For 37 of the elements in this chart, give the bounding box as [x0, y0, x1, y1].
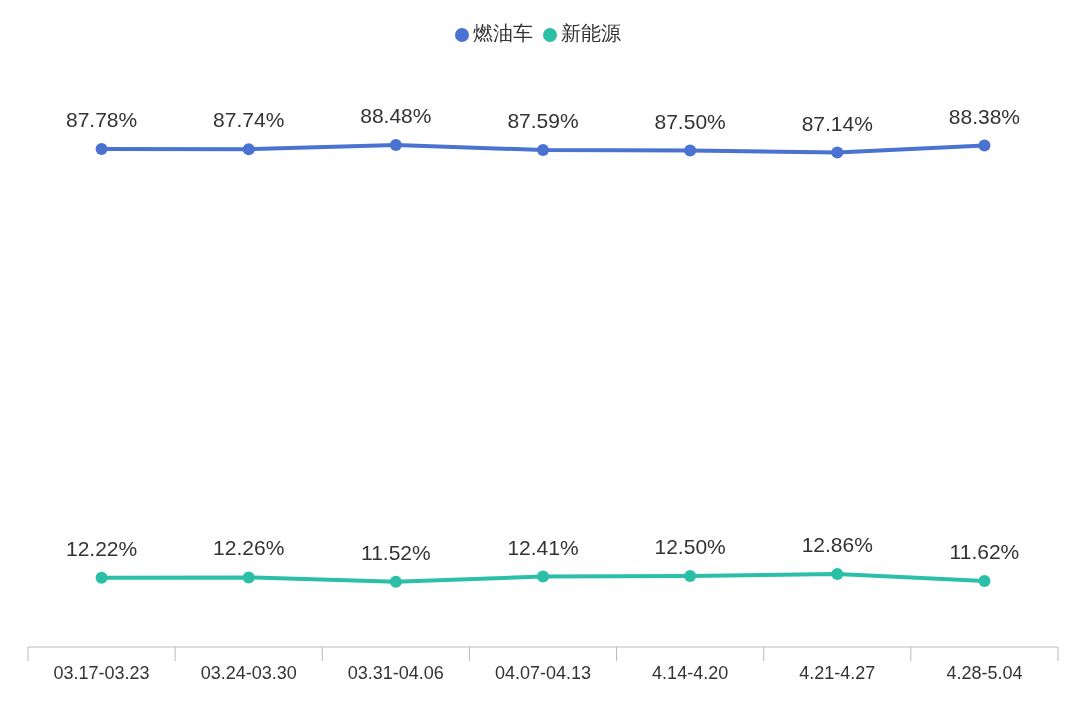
point — [95, 142, 108, 155]
point — [978, 139, 991, 152]
data-label: 11.52% — [361, 540, 431, 564]
point — [978, 575, 991, 588]
data-label: 87.50% — [654, 109, 726, 133]
data-label: 88.38% — [948, 104, 1021, 128]
point — [389, 139, 402, 151]
point — [242, 571, 255, 584]
data-label: 88.48% — [360, 104, 432, 127]
x-tick-label: 03.31-04.06 — [347, 663, 444, 683]
data-label: 12.26% — [213, 536, 285, 560]
point — [831, 568, 844, 581]
x-tick-label: 4.28-5.04 — [946, 663, 1023, 683]
point — [831, 146, 844, 159]
point — [537, 144, 549, 157]
x-tick-label: 03.17-03.23 — [53, 663, 150, 683]
point — [95, 571, 108, 584]
legend-label: 新能源 — [561, 22, 621, 44]
point — [242, 143, 255, 156]
data-label: 87.74% — [213, 108, 285, 132]
data-label: 12.22% — [65, 536, 138, 560]
data-label: 87.59% — [507, 109, 579, 133]
data-label: 87.14% — [801, 111, 873, 135]
x-tick-label: 03.24-03.30 — [200, 663, 297, 683]
data-label: 12.41% — [507, 535, 579, 559]
data-label: 12.50% — [654, 535, 726, 559]
point — [537, 570, 549, 583]
legend-label: 燃油车 — [473, 22, 533, 44]
data-label: 87.78% — [65, 107, 138, 131]
x-tick-label: 4.21-4.27 — [799, 663, 876, 683]
x-tick-label: 4.14-4.20 — [652, 663, 729, 683]
data-label: 11.62% — [949, 540, 1020, 564]
point — [684, 570, 697, 583]
x-tick-label: 04.07-04.13 — [494, 663, 592, 683]
point — [684, 144, 697, 157]
data-label: 12.86% — [801, 533, 873, 557]
point — [389, 575, 402, 588]
